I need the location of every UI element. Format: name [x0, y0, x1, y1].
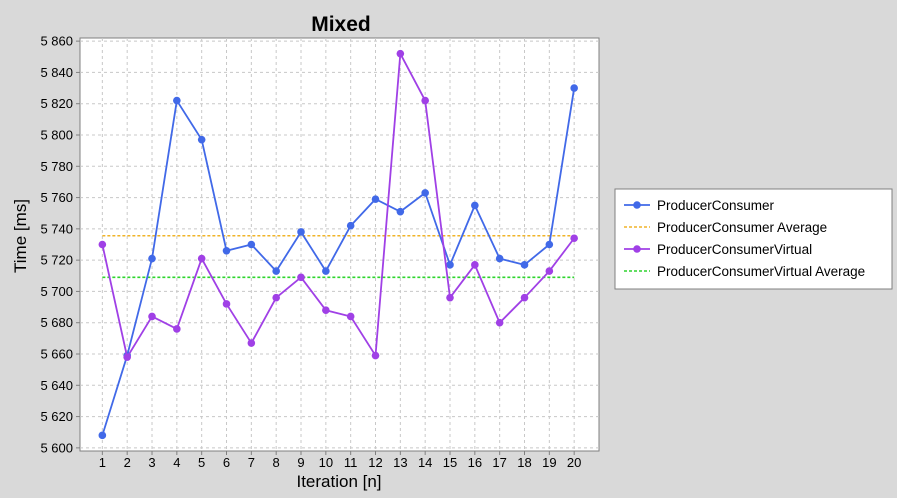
producerconsumer-point	[471, 201, 479, 210]
x-tick-label: 14	[418, 455, 432, 470]
producerconsumervirtual-point	[123, 353, 131, 361]
producerconsumer-point	[98, 431, 107, 440]
x-tick-label: 18	[517, 455, 531, 470]
producerconsumervirtual-point	[272, 293, 280, 302]
producerconsumer-point	[346, 221, 355, 230]
producerconsumer-point	[421, 189, 429, 197]
producerconsumervirtual-point	[520, 293, 529, 302]
legend-marker-producerconsumervirtual	[633, 245, 641, 253]
y-tick-label: 5 680	[40, 315, 73, 330]
x-tick-label: 13	[393, 455, 407, 470]
producerconsumer-point	[545, 240, 554, 249]
producerconsumervirtual-point	[322, 306, 330, 315]
legend-label-producerconsumervirtual: ProducerConsumerVirtual	[657, 242, 812, 257]
producerconsumervirtual-point	[148, 312, 156, 321]
y-tick-label: 5 800	[40, 127, 73, 142]
producerconsumer-point	[148, 254, 156, 263]
x-tick-label: 20	[567, 455, 581, 470]
legend-box	[614, 188, 893, 290]
y-tick-label: 5 740	[40, 221, 73, 236]
chart-title: Mixed	[311, 13, 371, 36]
y-tick-label: 5 620	[40, 409, 73, 424]
x-tick-label: 16	[468, 455, 482, 470]
producerconsumervirtual-point	[570, 234, 578, 243]
producerconsumer-point	[297, 228, 305, 236]
x-tick-label: 7	[248, 455, 255, 470]
x-axis-title: Iteration [n]	[296, 472, 381, 491]
x-tick-label: 10	[319, 455, 333, 470]
x-tick-label: 6	[223, 455, 230, 470]
x-tick-label: 2	[124, 455, 131, 470]
x-tick-label: 3	[148, 455, 155, 470]
producerconsumervirtual-point	[346, 312, 355, 321]
producerconsumer-point	[173, 96, 181, 105]
y-tick-label: 5 820	[40, 96, 73, 111]
producerconsumer-point	[570, 84, 578, 92]
x-tick-label: 12	[368, 455, 382, 470]
producerconsumer-point	[197, 135, 206, 144]
producerconsumervirtual-point	[471, 261, 479, 269]
series-layer	[98, 49, 578, 440]
x-tick-label: 5	[198, 455, 205, 470]
y-tick-label: 5 700	[40, 284, 73, 299]
producerconsumer-point	[495, 254, 504, 263]
legend-label-producerconsumervirtual-average: ProducerConsumerVirtual Average	[657, 264, 865, 279]
y-tick-label: 5 860	[40, 34, 73, 49]
producerconsumervirtual-point	[173, 325, 181, 333]
y-tick-label: 5 600	[40, 440, 73, 455]
producerconsumer-point	[371, 195, 380, 203]
y-tick-label: 5 760	[40, 190, 73, 205]
producerconsumer-point	[322, 267, 330, 275]
x-tick-label: 17	[492, 455, 506, 470]
producerconsumer-line	[101, 87, 576, 436]
producerconsumervirtual-point	[222, 300, 231, 308]
producerconsumervirtual-line	[101, 52, 575, 359]
y-tick-label: 5 840	[40, 65, 73, 80]
producerconsumervirtual-point	[297, 273, 305, 282]
x-tick-label: 1	[99, 455, 106, 470]
y-tick-label: 5 640	[40, 378, 73, 393]
x-tick-label: 11	[344, 455, 358, 470]
y-axis-title: Time [ms]	[11, 199, 30, 273]
x-tick-label: 15	[443, 455, 457, 470]
producerconsumer-point	[446, 261, 454, 269]
producerconsumervirtual-point	[197, 254, 206, 263]
y-tick-label: 5 660	[40, 347, 73, 362]
y-tick-label: 5 720	[40, 253, 73, 268]
x-tick-label: 8	[273, 455, 280, 470]
producerconsumervirtual-point	[495, 318, 504, 327]
producerconsumervirtual-point	[396, 49, 405, 58]
producerconsumer-point	[222, 246, 231, 255]
producerconsumer-point	[396, 207, 405, 216]
legend: ProducerConsumer ProducerConsumer Average…	[614, 188, 893, 290]
y-tick-label: 5 780	[40, 159, 73, 174]
producerconsumervirtual-point	[247, 339, 256, 347]
legend-marker-producerconsumer	[633, 201, 641, 209]
x-tick-label: 4	[173, 455, 180, 470]
x-tick-label: 19	[542, 455, 556, 470]
legend-label-producerconsumer-average: ProducerConsumer Average	[657, 220, 827, 235]
producerconsumervirtual-point	[446, 293, 454, 302]
legend-label-producerconsumer: ProducerConsumer	[657, 198, 775, 213]
producerconsumervirtual-point	[421, 96, 429, 105]
grid	[80, 38, 599, 451]
producerconsumer-point	[272, 267, 280, 275]
producerconsumer-point	[520, 261, 529, 269]
producerconsumervirtual-point	[98, 240, 107, 249]
producerconsumer-point	[247, 240, 256, 249]
x-tick-label: 9	[297, 455, 304, 470]
producerconsumervirtual-point	[371, 351, 380, 360]
producerconsumervirtual-point	[545, 267, 554, 275]
